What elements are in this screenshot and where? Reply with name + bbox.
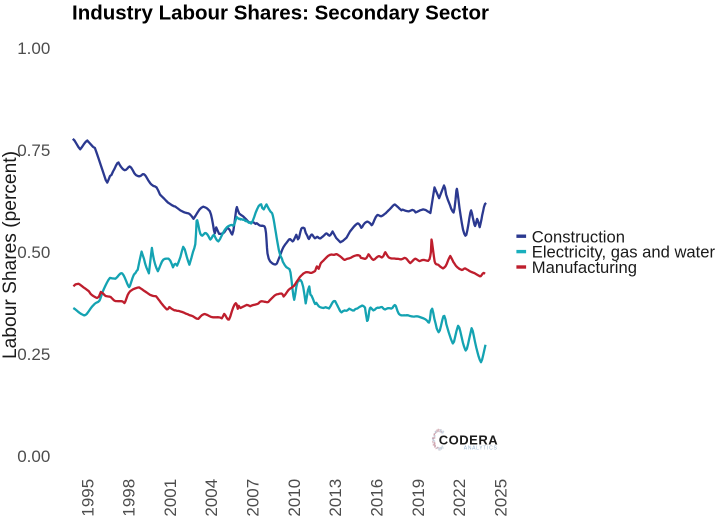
svg-text:2022: 2022 bbox=[450, 479, 469, 517]
svg-text:0.00: 0.00 bbox=[17, 447, 50, 466]
svg-text:2016: 2016 bbox=[368, 479, 387, 517]
svg-text:Labour Shares (percent): Labour Shares (percent) bbox=[0, 151, 21, 359]
svg-text:2004: 2004 bbox=[202, 479, 221, 517]
svg-text:CODERA: CODERA bbox=[439, 432, 498, 447]
svg-text:2025: 2025 bbox=[491, 479, 510, 517]
svg-text:Manufacturing: Manufacturing bbox=[532, 258, 637, 277]
svg-text:ANALYTICS: ANALYTICS bbox=[464, 446, 498, 452]
svg-text:Electricity, gas and water: Electricity, gas and water bbox=[532, 243, 716, 262]
svg-text:Industry Labour Shares: Second: Industry Labour Shares: Secondary Sector bbox=[72, 2, 489, 25]
svg-text:2007: 2007 bbox=[244, 479, 263, 517]
svg-text:2019: 2019 bbox=[409, 479, 428, 517]
svg-text:0.50: 0.50 bbox=[17, 243, 50, 262]
svg-text:1998: 1998 bbox=[120, 479, 139, 517]
svg-text:Construction: Construction bbox=[532, 227, 625, 246]
svg-text:2013: 2013 bbox=[326, 479, 345, 517]
svg-text:0.25: 0.25 bbox=[17, 345, 50, 364]
svg-text:1995: 1995 bbox=[78, 479, 97, 517]
svg-text:2001: 2001 bbox=[161, 479, 180, 517]
svg-text:1.00: 1.00 bbox=[17, 39, 50, 58]
svg-text:0.75: 0.75 bbox=[17, 141, 50, 160]
svg-text:2010: 2010 bbox=[285, 479, 304, 517]
